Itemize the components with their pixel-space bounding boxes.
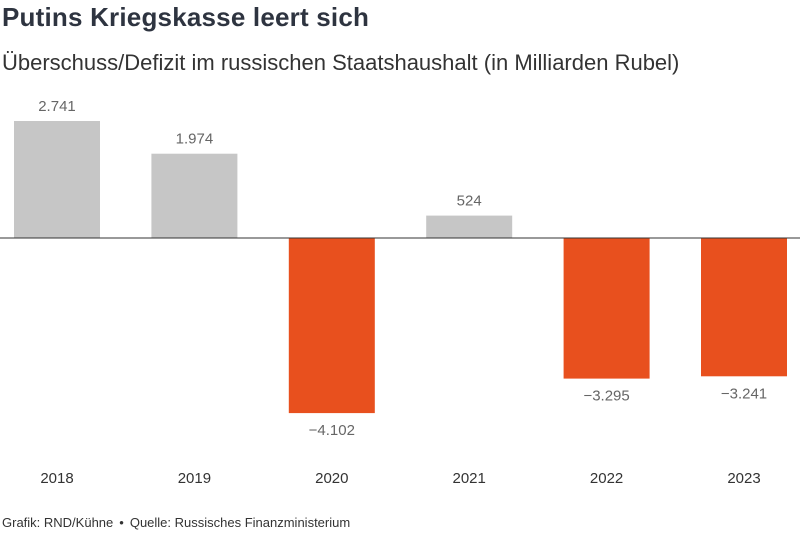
source-text: Quelle: Russisches Finanzministerium	[129, 515, 351, 530]
bar-2020	[288, 238, 375, 414]
tick-label-2019: 2019	[178, 470, 211, 487]
value-label-2020: −4.102	[309, 422, 355, 439]
tick-label-2018: 2018	[40, 470, 73, 487]
credit-text: Grafik: RND/Kühne	[2, 515, 114, 530]
value-label-2021: 524	[457, 193, 482, 210]
chart-title: Putins Kriegskasse leert sich	[2, 2, 370, 32]
tick-label-2022: 2022	[590, 470, 623, 487]
value-label-2019: 1.974	[176, 131, 214, 148]
tick-label-2021: 2021	[453, 470, 486, 487]
bar-2018	[14, 121, 100, 238]
value-label-2018: 2.741	[38, 98, 76, 115]
footer-separator: •	[119, 515, 124, 530]
value-label-2022: −3.295	[583, 388, 629, 405]
value-label-2023: −3.241	[721, 385, 767, 402]
bar-2021	[426, 215, 513, 238]
bar-2022	[563, 238, 650, 379]
footer: Grafik: RND/Kühne • Quelle: Russisches Fin…	[2, 515, 350, 530]
tick-label-2023: 2023	[727, 470, 760, 487]
chart-subtitle: Überschuss/Defizit im russischen Staatsh…	[2, 50, 680, 75]
bar-2019	[151, 153, 238, 238]
bar-2023	[701, 238, 787, 377]
tick-label-2020: 2020	[315, 470, 348, 487]
